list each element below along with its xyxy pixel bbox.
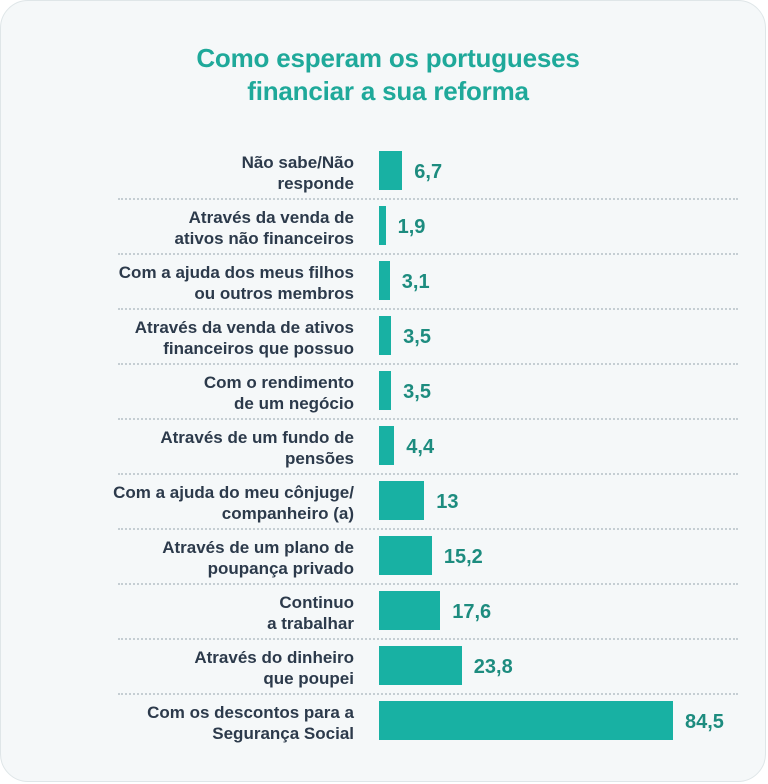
bar [379,261,390,300]
category-label: Com a ajuda do meu cônjuge/companheiro (… [24,482,354,524]
row-separator [118,198,738,200]
row-separator [118,363,738,365]
category-label: Através de um fundo de pensões [24,427,354,469]
bar [379,536,432,575]
bar [379,701,673,740]
value-label: 6,7 [414,160,443,183]
category-label-line: ativos não financeiros [174,228,355,248]
category-label-line: Através de um plano de [162,537,354,557]
category-label-line: a trabalhar [267,613,354,633]
category-label-line: Com o rendimento [203,372,354,392]
value-label: 3,5 [403,380,431,403]
category-label-line: poupança privado [207,558,354,578]
value-label: 1,9 [397,215,426,238]
bar [379,646,462,685]
value-label: 23,8 [473,655,513,678]
category-label-line: Através da venda de ativos [134,317,354,337]
chart-title-line-1: Como esperam os portugueses [196,43,580,73]
bar [379,151,403,190]
row-separator [118,418,738,420]
category-label-line: Com os descontos para a [147,702,354,722]
category-label-line: ou outros membros [194,283,354,303]
category-label-line: responde [277,173,354,193]
category-label: Através da venda de ativos financeiros qu… [24,317,354,359]
category-label-line: Segurança Social [212,723,354,743]
category-label-line: Com a ajuda dos meus filhos [118,262,354,282]
value-label: 17,6 [452,600,492,623]
bar [379,426,395,465]
bar [379,591,441,630]
category-label-line: Não sabe/Não [241,152,354,172]
chart-title-line-2: financiar a sua reforma [247,76,529,106]
category-label-line: Através da venda de [188,207,354,227]
category-label: Através de um plano de poupança privado [24,537,354,579]
bar [379,206,386,245]
category-label-line: que poupei [263,668,354,688]
category-label-line: companheiro (a) [221,503,354,523]
value-label: 4,4 [406,435,435,458]
row-separator [118,253,738,255]
category-label: Com a ajuda dos meus filhos ou outros mem… [24,262,354,304]
category-label-line: de um negócio [234,393,354,413]
category-label: Não sabe/Não responde [24,152,354,194]
category-label: Com os descontos para a Segurança Social [24,702,354,744]
bar [379,481,425,520]
category-label-line: Através de um fundo de [160,427,354,447]
bar [379,371,392,410]
category-label-line: Continuo [279,592,354,612]
category-label-line: financeiros que possuo [163,338,354,358]
category-label-line: pensões [285,448,354,468]
value-label: 13 [436,490,459,513]
category-label: Através da venda de ativos não financeiro… [24,207,355,249]
category-label-line: Com a ajuda do meu cônjuge/ [113,482,354,502]
category-label-line: Através do dinheiro [194,647,354,667]
bar [379,316,392,355]
value-label: 3,1 [401,270,430,293]
category-label: Com o rendimento de um negócio [24,372,354,414]
value-label: 3,5 [403,325,431,348]
row-separator [118,528,738,530]
value-label: 15,2 [443,545,483,568]
category-label: Continuo a trabalhar [24,592,354,634]
row-separator [118,473,738,475]
row-separator [118,583,738,585]
value-label: 84,5 [685,710,724,733]
row-separator [118,308,738,310]
row-separator [118,693,738,695]
category-label: Através do dinheiro que poupei [24,647,354,689]
row-separator [118,638,738,640]
chart-title: Como esperam os portugueses financiar a … [0,42,768,108]
